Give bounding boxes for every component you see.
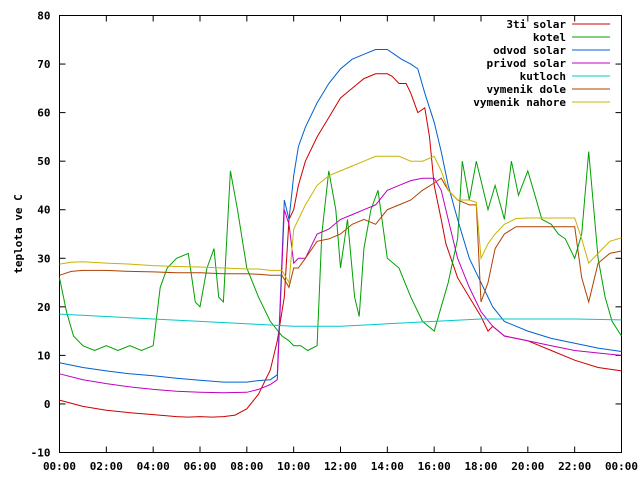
- legend-label-kotel: kotel: [533, 31, 566, 44]
- series-line-privod-solar: [59, 177, 622, 394]
- series-line-vymenik-nahore: [59, 155, 622, 285]
- x-tick-label: 10:00: [277, 460, 310, 473]
- y-tick-label: 70: [37, 58, 50, 71]
- y-tick-label: 60: [37, 107, 50, 120]
- x-tick-label: 00:00: [43, 460, 76, 473]
- y-tick-label: -10: [31, 447, 51, 460]
- series-line-kotel: [59, 151, 622, 352]
- y-tick-label: 0: [44, 398, 51, 411]
- legend-label-odvod-solar: odvod solar: [493, 44, 566, 57]
- series-lines: [59, 49, 622, 418]
- y-tick-label: 40: [37, 204, 50, 217]
- y-tick-label: 50: [37, 155, 50, 168]
- x-tick-label: 18:00: [464, 460, 497, 473]
- x-tick-label: 22:00: [558, 460, 591, 473]
- x-tick-label: 04:00: [137, 460, 170, 473]
- series-line-odvod-solar: [59, 49, 622, 383]
- x-tick-label: 08:00: [230, 460, 263, 473]
- x-tick-label: 06:00: [183, 460, 216, 473]
- y-tick-label: 20: [37, 301, 50, 314]
- legend-label-3ti-solar: 3ti solar: [506, 18, 566, 31]
- y-axis-title: teplota ve C: [12, 194, 25, 273]
- y-tick-label: 10: [37, 349, 50, 362]
- legend-label-vymenik-dole: vymenik dole: [487, 83, 567, 96]
- y-tick-label: 80: [37, 10, 50, 23]
- x-tick-label: 12:00: [324, 460, 357, 473]
- y-axis-ticks: -10 0 10 20 30 40 50 60 70 80: [31, 10, 622, 460]
- legend-label-vymenik-nahore: vymenik nahore: [473, 96, 566, 109]
- x-tick-label: 16:00: [418, 460, 451, 473]
- x-tick-label: 00:00: [605, 460, 638, 473]
- x-axis-ticks: 00:00 02:00 04:00 06:00 08:00 10:00 12:00 14:00…: [43, 15, 638, 473]
- x-tick-label: 20:00: [511, 460, 544, 473]
- x-tick-label: 02:00: [90, 460, 123, 473]
- series-line-vymenik-dole: [59, 177, 622, 304]
- series-line-kutloch: [59, 313, 622, 327]
- legend-label-privod-solar: privod solar: [487, 57, 567, 70]
- x-tick-label: 14:00: [371, 460, 404, 473]
- series-line-3ti-solar: [59, 73, 622, 418]
- legend-label-kutloch: kutloch: [520, 70, 566, 83]
- y-tick-label: 30: [37, 252, 50, 265]
